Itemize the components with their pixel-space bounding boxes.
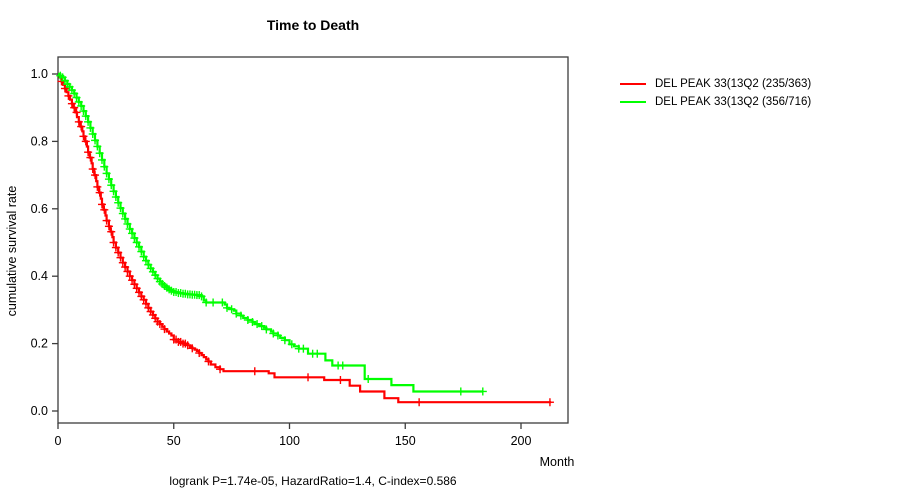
x-axis-label: Month (539, 455, 575, 469)
chart-title: Time to Death (266, 17, 360, 33)
legend-label-group1: DEL PEAK 33(13Q2 (235/363) (655, 77, 812, 90)
x-tick-label: 0 (55, 434, 62, 448)
censor-marks-red (57, 77, 554, 407)
legend-item-group1: DEL PEAK 33(13Q2 (235/363) (620, 76, 811, 91)
y-tick-label: 0.8 (31, 134, 48, 148)
x-tick-label: 50 (167, 434, 181, 448)
y-tick-label: 0.0 (31, 404, 48, 418)
y-tick-label: 0.2 (31, 337, 48, 351)
legend-line-swatch-green (620, 100, 646, 103)
y-axis-label: cumulative survival rate (5, 185, 19, 317)
x-tick-label: 150 (395, 434, 416, 448)
stats-caption: logrank P=1.74e-05, HazardRatio=1.4, C-i… (169, 474, 457, 488)
legend: DEL PEAK 33(13Q2 (235/363) DEL PEAK 33(1… (620, 76, 811, 109)
y-tick-label: 1.0 (31, 67, 48, 81)
legend-item-group2: DEL PEAK 33(13Q2 (356/716) (620, 94, 811, 109)
x-tick-label: 100 (279, 434, 300, 448)
censor-marks-green (56, 71, 487, 396)
legend-label-group2: DEL PEAK 33(13Q2 (356/716) (655, 95, 812, 108)
legend-line-swatch-red (620, 82, 646, 85)
y-tick-label: 0.4 (31, 269, 48, 283)
survival-curve-green (58, 72, 483, 393)
x-tick-label: 200 (511, 434, 532, 448)
plot-box (57, 56, 569, 424)
y-tick-label: 0.6 (31, 202, 48, 216)
